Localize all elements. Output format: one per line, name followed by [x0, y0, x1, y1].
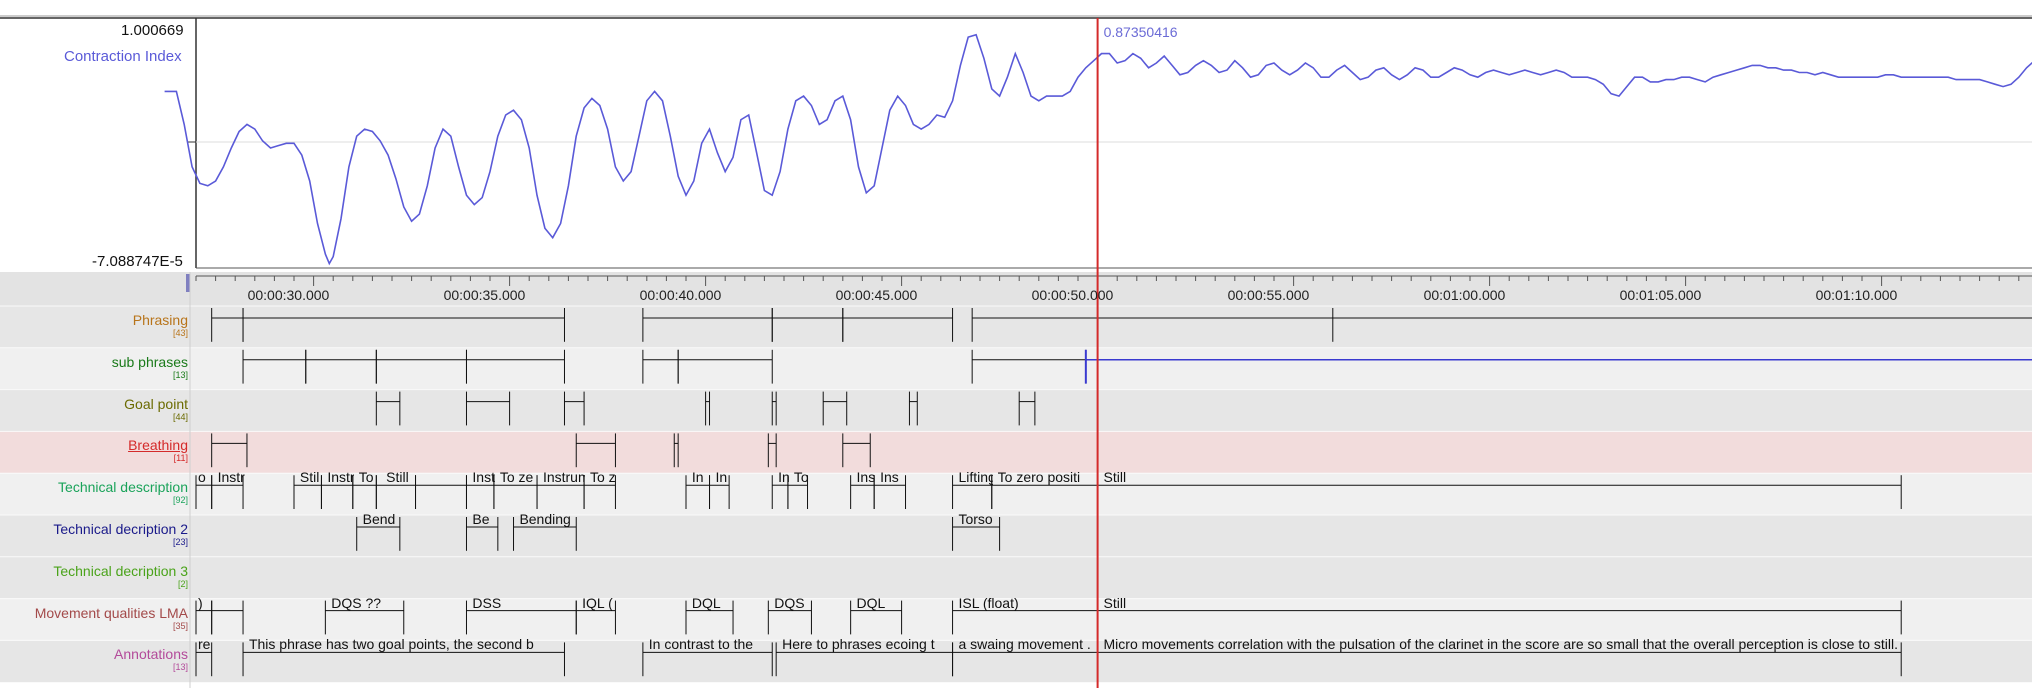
- annotation-text[interactable]: Be: [472, 511, 490, 527]
- tier-row-bg[interactable]: [0, 556, 2032, 599]
- annotation-text[interactable]: Here to phrases ecoing t: [782, 636, 935, 653]
- ruler-tick-label: 00:00:40.000: [639, 287, 722, 303]
- annotation-text[interactable]: DQL: [856, 594, 886, 611]
- annotation-text[interactable]: IQL (: [582, 594, 613, 611]
- annotation-text[interactable]: DQL: [691, 594, 721, 611]
- tier-row-bg[interactable]: [0, 431, 2032, 474]
- annotation-text[interactable]: Still: [1103, 469, 1127, 486]
- annotation-text[interactable]: DQS: [774, 594, 805, 611]
- ruler-tick-label: 00:00:50.000: [1031, 287, 1114, 303]
- annotation-text[interactable]: ): [198, 594, 203, 611]
- tier-annotation-count: [11]: [173, 453, 188, 464]
- tier-name: sub phrases: [111, 353, 188, 370]
- tier-name: Technical decription 3: [53, 562, 188, 579]
- tier-annotation-count: [13]: [172, 369, 188, 380]
- annotation-text[interactable]: To ze: [499, 469, 534, 486]
- annotation-text[interactable]: Micro movements correlation with the pul…: [1103, 636, 1898, 653]
- ruler-tick-label: 00:00:35.000: [443, 287, 526, 303]
- annotation-text[interactable]: Bend: [362, 511, 396, 527]
- timeseries-panel[interactable]: 1.000669 -7.088747E-5 Contraction Index …: [0, 0, 2032, 272]
- annotation-text[interactable]: Ins: [880, 469, 899, 486]
- tier-row-bg[interactable]: [0, 389, 2032, 432]
- annotation-text[interactable]: a swaing movement .: [958, 636, 1091, 653]
- annotation-text[interactable]: Instrume: [542, 469, 585, 486]
- annotation-text[interactable]: o: [198, 469, 206, 486]
- tier-row-bg[interactable]: [0, 598, 2032, 641]
- annotation-text[interactable]: Still: [1103, 594, 1127, 611]
- ruler-tick-label: 00:00:30.000: [247, 287, 330, 303]
- tier-row-bg[interactable]: [0, 347, 2032, 390]
- tier-annotation-count: [2]: [177, 578, 188, 589]
- tier-row-bg[interactable]: [0, 640, 2032, 683]
- annotation-text[interactable]: Instr: [217, 469, 245, 486]
- tier-annotation-count: [13]: [172, 662, 188, 673]
- contraction-index-line: [164, 33, 2032, 266]
- annotation-text[interactable]: Stil: [299, 469, 320, 486]
- tier-name: Breathing: [128, 437, 188, 454]
- annotation-text[interactable]: To: [358, 469, 374, 486]
- annotation-text[interactable]: ISL (float): [958, 594, 1019, 611]
- tier-row-bg[interactable]: [0, 473, 2032, 515]
- tier-annotation-count: [44]: [172, 411, 188, 422]
- tier-name: Goal point: [124, 395, 188, 412]
- tier-name: Technical description: [58, 479, 188, 496]
- tier-header[interactable]: Goal point [44]: [0, 396, 190, 422]
- annotation-text[interactable]: In contrast to the: [648, 636, 754, 653]
- annotation-text[interactable]: re: [198, 636, 211, 653]
- ruler-tick-label: 00:01:10.000: [1815, 287, 1898, 303]
- annotation-text[interactable]: Bending: [519, 511, 571, 527]
- tier-header[interactable]: Technical decription 3 [2]: [0, 563, 190, 589]
- tier-header[interactable]: Movement qualities LMA [35]: [0, 605, 190, 631]
- annotation-text[interactable]: Inst: [472, 469, 495, 486]
- annotation-text[interactable]: Ins: [856, 469, 876, 486]
- y-axis-max-label: 1.000669: [121, 22, 184, 39]
- annotation-text[interactable]: This phrase has two goal points, the sec…: [248, 636, 534, 653]
- annotation-text[interactable]: In: [691, 469, 704, 486]
- tier-header[interactable]: Phrasing [43]: [0, 312, 190, 338]
- tier-name: Phrasing: [132, 312, 188, 328]
- annotation-text[interactable]: To: [793, 469, 809, 486]
- annotation-text[interactable]: In: [715, 469, 728, 486]
- y-axis-min-label: -7.088747E-5: [92, 253, 183, 270]
- annotation-text[interactable]: In: [778, 469, 789, 486]
- ruler-handle[interactable]: [186, 274, 190, 292]
- annotation-text[interactable]: To z: [590, 469, 616, 486]
- tier-annotation-count: [92]: [172, 495, 188, 506]
- tier-name: Annotations: [114, 646, 188, 663]
- timeseries-plot: [0, 15, 2032, 272]
- tier-name: Technical decription 2: [53, 521, 188, 537]
- cursor-value-readout: 0.87350416: [1103, 24, 1178, 40]
- annotation-text[interactable]: DQS ??: [331, 594, 382, 611]
- annotation-text[interactable]: Lifting: [958, 469, 993, 486]
- ruler-tick-label: 00:00:55.000: [1227, 287, 1310, 303]
- tier-name: Movement qualities LMA: [34, 604, 188, 621]
- annotation-text[interactable]: Still: [386, 469, 409, 486]
- annotation-tiers-panel[interactable]: 00:00:30.000 00:00:35.000 00:00:40.000 00:0…: [0, 272, 2032, 688]
- annotation-text[interactable]: Torso: [958, 511, 993, 527]
- time-ruler-bg: [0, 272, 2032, 306]
- annotation-text[interactable]: To zero positi: [997, 469, 1081, 486]
- tier-header[interactable]: Annotations [13]: [0, 646, 190, 672]
- tier-row-bg[interactable]: [0, 515, 2032, 557]
- tier-annotation-count: [43]: [172, 328, 188, 338]
- ruler-tick-label: 00:01:05.000: [1619, 287, 1702, 303]
- annotation-text[interactable]: Instr: [327, 469, 354, 486]
- series-name-label: Contraction Index: [64, 48, 182, 65]
- ruler-tick-label: 00:00:45.000: [835, 287, 918, 303]
- tier-header[interactable]: sub phrases [13]: [0, 354, 190, 380]
- tier-header[interactable]: Technical decription 2 [23]: [0, 521, 190, 547]
- tier-row-bg[interactable]: [0, 306, 2032, 348]
- tier-grid: [0, 272, 2032, 688]
- tier-annotation-count: [23]: [172, 537, 188, 547]
- tier-header[interactable]: Technical description [92]: [0, 479, 190, 505]
- tier-annotation-count: [35]: [172, 620, 188, 631]
- annotation-text[interactable]: DSS: [472, 594, 502, 611]
- ruler-tick-label: 00:01:00.000: [1423, 287, 1506, 303]
- tier-header[interactable]: Breathing [11]: [0, 437, 190, 463]
